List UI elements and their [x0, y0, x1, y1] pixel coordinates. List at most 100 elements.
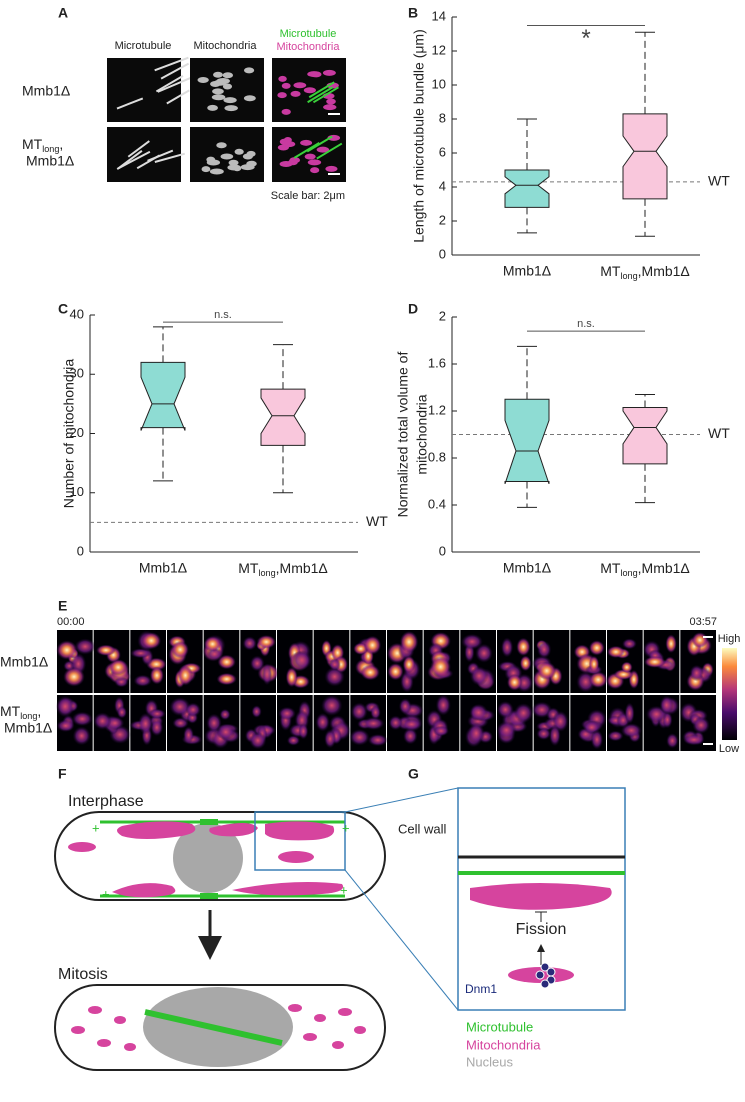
y-axis-label: Length of microtubule bundle (μm) [411, 29, 427, 243]
signal [321, 695, 343, 716]
signal [644, 656, 666, 668]
signal [588, 671, 608, 689]
filament [147, 149, 174, 162]
signal [177, 665, 193, 686]
filament [116, 97, 144, 110]
signal [659, 695, 674, 715]
signal [621, 661, 633, 673]
filament [154, 56, 189, 72]
mitochondrion [209, 823, 258, 837]
signal [148, 708, 166, 719]
mito-signal [278, 75, 287, 82]
signal [683, 734, 705, 746]
label: MTlong,Mmb1Δ [600, 263, 690, 282]
label-subscript: long [42, 144, 59, 154]
mito-signal [206, 156, 216, 163]
label: MTlong,Mmb1Δ [600, 560, 690, 579]
signal [549, 724, 561, 747]
box [504, 398, 550, 485]
signal [537, 661, 557, 680]
y-tick-label: 0 [77, 543, 84, 558]
signal [171, 640, 189, 659]
label: MTlong, [22, 136, 63, 155]
box [140, 361, 186, 431]
panel-label: B [408, 5, 418, 21]
signal [116, 706, 127, 719]
zoom-line [344, 787, 459, 813]
mitochondrion [232, 882, 344, 896]
signal [141, 632, 162, 650]
signal [666, 733, 679, 749]
signal [501, 637, 514, 658]
signal [496, 721, 517, 740]
micrograph [190, 58, 264, 122]
label-part: ,Mmb1Δ [276, 560, 328, 576]
y-tick-label: 8 [439, 110, 446, 125]
mito-signal [213, 71, 223, 78]
signal [588, 640, 605, 656]
signal [324, 729, 337, 749]
time-start: 00:00 [57, 616, 85, 628]
signal [506, 674, 523, 691]
signal [183, 726, 194, 744]
plus: + [340, 882, 348, 897]
mito-signal [224, 105, 238, 112]
reference-label: WT [708, 173, 730, 189]
signal [497, 701, 514, 719]
panel-fg: Interphase Mitosis + + + + Cell wall Fis… [54, 787, 626, 1071]
label: MTlong, [0, 703, 41, 722]
mito-signal [223, 97, 237, 104]
signal [388, 715, 403, 731]
y-tick-label: 0.8 [428, 449, 446, 464]
signal [350, 702, 368, 721]
y-tick-label: 30 [70, 366, 84, 381]
filament [160, 62, 190, 80]
significance-label: n.s. [214, 309, 232, 321]
mitochondrion [354, 1026, 366, 1034]
signal [588, 655, 600, 673]
mito-signal [300, 139, 313, 146]
mito-signal [227, 164, 241, 171]
label-subscript: long [620, 271, 637, 281]
mitochondrion [117, 821, 196, 839]
label: Mmb1Δ [26, 153, 74, 169]
filament [293, 142, 320, 159]
filament [316, 142, 343, 160]
mito-signal [307, 159, 322, 166]
colorbar-high: High [718, 633, 741, 645]
signal [149, 666, 164, 685]
mitochondrion [68, 842, 96, 852]
signal [363, 635, 382, 655]
signal [513, 703, 534, 723]
label-dnm1: Dnm1 [465, 982, 497, 996]
y-axis-label: mitochondria [414, 394, 430, 474]
signal [469, 666, 489, 686]
mitochondrion [332, 1041, 344, 1049]
signal [403, 727, 418, 745]
signal [461, 633, 483, 650]
signal [692, 716, 710, 734]
signal [133, 674, 152, 687]
signal [362, 716, 385, 730]
mito-signal [197, 77, 209, 84]
mito-signal [220, 153, 234, 160]
mitochondrion [338, 1008, 352, 1016]
filament [307, 86, 334, 104]
mitochondrion [124, 1043, 136, 1051]
signal [433, 725, 450, 737]
label-subscript: long [620, 568, 637, 578]
y-tick-label: 10 [70, 484, 84, 499]
signal [360, 664, 380, 681]
mito-signal [289, 157, 301, 164]
mito-signal [303, 87, 316, 94]
signal [217, 654, 236, 670]
mito-signal [222, 83, 233, 90]
spindle [144, 1009, 283, 1046]
plus: + [342, 820, 350, 835]
label-part: MT [238, 560, 259, 576]
signal [475, 643, 493, 663]
mitochondrion [97, 1039, 111, 1047]
signal [516, 637, 531, 657]
signal [367, 733, 388, 747]
mito-signal [216, 142, 227, 149]
